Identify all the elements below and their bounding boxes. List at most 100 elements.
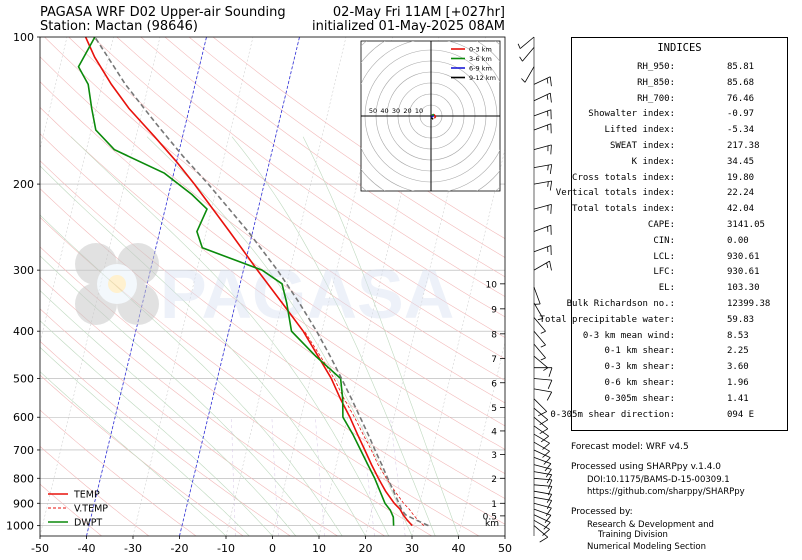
y-tick-label: 300 bbox=[13, 264, 34, 277]
index-value: 1.96 bbox=[727, 378, 749, 388]
wind-barb bbox=[533, 398, 547, 417]
index-row: 0-305m shear: 1.41 bbox=[572, 394, 787, 410]
index-label: 0-6 km shear: bbox=[604, 378, 675, 388]
dry-adiabat-line bbox=[44, 37, 505, 381]
wind-barb bbox=[533, 416, 549, 435]
org-line-2: Training Division bbox=[598, 530, 668, 540]
dry-adiabat-line bbox=[40, 160, 505, 499]
wind-barb bbox=[533, 245, 552, 256]
dry-adiabat-line bbox=[164, 37, 505, 278]
dry-adiabat-line bbox=[40, 56, 505, 404]
wind-barb bbox=[533, 302, 544, 321]
y-tick-label: 500 bbox=[13, 373, 34, 386]
wind-barb bbox=[533, 441, 550, 458]
index-label: Bulk Richardson no.: bbox=[566, 299, 675, 309]
series-vtemp bbox=[304, 330, 425, 526]
legend-label: TEMP bbox=[73, 490, 100, 501]
index-label: RH_700: bbox=[637, 93, 675, 104]
y-tick-label: 900 bbox=[13, 497, 34, 510]
dry-adiabat-line bbox=[40, 106, 505, 450]
index-value: 103.30 bbox=[727, 283, 760, 294]
moist-adiabat-line bbox=[40, 214, 343, 536]
index-row: Showalter index: -0.97 bbox=[572, 109, 787, 125]
chart-title-left-1: PAGASA WRF D02 Upper-air Sounding bbox=[40, 5, 286, 20]
height-tick-label: 3 bbox=[491, 451, 497, 461]
index-row: Vertical totals index: 22.24 bbox=[556, 188, 787, 204]
index-value: 22.24 bbox=[727, 188, 755, 199]
dry-adiabat-line bbox=[40, 276, 385, 536]
hodograph-ring-label: 10 bbox=[415, 107, 423, 115]
wind-barb bbox=[533, 464, 552, 478]
index-value: 59.83 bbox=[727, 314, 755, 325]
wind-barb bbox=[533, 525, 549, 543]
hodograph-trace bbox=[431, 117, 434, 120]
wind-barb bbox=[533, 355, 549, 371]
index-label: Vertical totals index: bbox=[555, 188, 675, 199]
dry-adiabat-line bbox=[40, 374, 244, 536]
repo-url-text: https://github.com/sharppy/SHARPpy bbox=[587, 487, 745, 497]
moist-adiabat-line bbox=[70, 136, 390, 536]
legend-label: DWPT bbox=[74, 518, 102, 529]
wind-barb bbox=[533, 164, 553, 174]
index-value: 094 E bbox=[727, 409, 755, 420]
isotherm-line bbox=[272, 37, 393, 536]
org-line-1: Research & Development and bbox=[587, 520, 714, 530]
index-label: Total precipitable water: bbox=[539, 314, 675, 325]
hodograph-legend-label: 3-6 km bbox=[469, 55, 492, 63]
legend-label: V.TEMP bbox=[74, 504, 108, 515]
hodograph-ring-label: 50 bbox=[369, 107, 377, 115]
wind-barb bbox=[533, 388, 553, 401]
dry-adiabat-line bbox=[40, 445, 150, 536]
dry-adiabat-line bbox=[92, 37, 505, 338]
moist-adiabat-line bbox=[146, 136, 413, 536]
height-tick-label: 6 bbox=[491, 379, 497, 389]
x-tick-label: -40 bbox=[78, 542, 96, 555]
wind-barb bbox=[533, 449, 551, 465]
hodograph-legend-label: 6-9 km bbox=[469, 65, 492, 73]
x-tick-label: 30 bbox=[405, 542, 419, 555]
index-label: 0-305m shear: bbox=[604, 393, 675, 404]
index-row: RH_700: 76.46 bbox=[572, 94, 787, 110]
index-value: -5.34 bbox=[727, 125, 755, 136]
index-label: LCL: bbox=[653, 251, 675, 262]
index-value: 0.00 bbox=[727, 235, 749, 246]
isotherm-line bbox=[318, 37, 440, 536]
dry-adiabat-line bbox=[40, 409, 197, 536]
index-label: Cross totals index: bbox=[572, 172, 675, 183]
wind-barb bbox=[533, 123, 552, 134]
indices-title: INDICES bbox=[657, 42, 702, 54]
y-tick-label: 800 bbox=[13, 472, 34, 485]
index-row: Cross totals index: 19.80 bbox=[572, 173, 787, 189]
height-unit-label: km bbox=[485, 519, 499, 529]
processed-using-text: Processed using SHARPpy v.1.4.0 bbox=[571, 462, 722, 472]
index-row: CAPE: 3141.05 bbox=[572, 220, 787, 236]
isotherm-line bbox=[365, 37, 486, 536]
index-row: 0-1 km shear: 2.25 bbox=[572, 346, 787, 362]
hodograph-ring-label: 20 bbox=[403, 107, 411, 115]
watermark-text: PAGASA bbox=[160, 255, 454, 333]
isotherm-line bbox=[411, 148, 505, 536]
index-value: 3.60 bbox=[727, 362, 749, 373]
index-label: RH_850: bbox=[637, 77, 675, 88]
index-row: Bulk Richardson no.: 12399.38 bbox=[567, 299, 787, 315]
index-value: 34.45 bbox=[727, 156, 755, 167]
hodograph-ring-label: 40 bbox=[380, 107, 388, 115]
index-label: Total totals index: bbox=[572, 204, 675, 215]
index-value: 930.61 bbox=[727, 267, 760, 278]
index-value: 76.46 bbox=[727, 93, 755, 104]
wind-barb bbox=[533, 76, 552, 87]
index-value: 8.53 bbox=[727, 330, 749, 341]
index-value: 12399.38 bbox=[727, 299, 771, 309]
index-row: 0-3 km mean wind: 8.53 bbox=[572, 331, 787, 347]
index-value: 42.04 bbox=[727, 204, 755, 215]
index-label: EL: bbox=[658, 283, 675, 294]
wind-barb bbox=[533, 519, 550, 536]
index-label: 0-3 km mean wind: bbox=[582, 330, 675, 341]
height-tick-label: 4 bbox=[491, 427, 497, 437]
index-row: Total precipitable water: 59.83 bbox=[540, 314, 787, 331]
y-tick-label: 700 bbox=[13, 444, 34, 457]
index-row: Lifted index: -5.34 bbox=[572, 125, 787, 141]
mixing-ratio-line bbox=[315, 417, 326, 536]
skewt-chart: PAGASA 1000900800700600500400300200100-5… bbox=[6, 31, 553, 555]
x-tick-label: -30 bbox=[124, 542, 142, 555]
